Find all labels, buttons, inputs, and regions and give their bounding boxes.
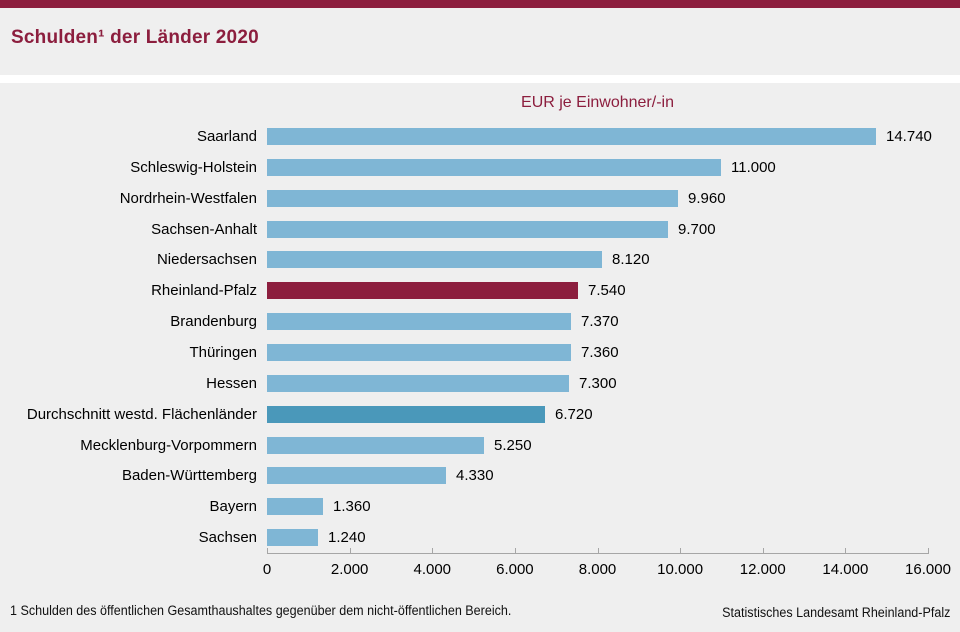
value-label: 1.360 xyxy=(333,498,371,516)
bar-row: Rheinland-Pfalz 7.540 xyxy=(0,275,960,306)
bar xyxy=(267,251,602,269)
bar-row: Saarland 14.740 xyxy=(0,121,960,152)
category-label: Nordrhein-Westfalen xyxy=(119,189,257,207)
bar xyxy=(267,498,323,516)
x-axis: 0 2.000 4.000 6.000 8.000 10.000 12.000 14.000 1… xyxy=(263,548,951,578)
bar-chart-rows: Saarland 14.740 Schleswig-Holstein 11.000 No… xyxy=(0,121,960,553)
x-axis-tick-label: 14.000 xyxy=(822,561,869,578)
category-label: Hessen xyxy=(206,374,257,392)
x-axis-tick xyxy=(267,548,268,554)
bar-row: Nordrhein-Westfalen 9.960 xyxy=(0,183,960,214)
category-label: Schleswig-Holstein xyxy=(130,158,257,176)
bar-row: Mecklenburg-Vorpommern 5.250 xyxy=(0,430,960,461)
value-label: 5.250 xyxy=(494,436,532,454)
x-axis-tick-label: 16.000 xyxy=(905,561,951,578)
x-axis-tick xyxy=(514,548,516,554)
x-axis-tick-label: 10.000 xyxy=(657,561,704,578)
bar-row: Sachsen 1.240 xyxy=(0,522,960,553)
value-label: 7.370 xyxy=(581,313,619,331)
value-label: 7.540 xyxy=(588,282,626,300)
value-label: 9.700 xyxy=(678,220,716,238)
value-label: 1.240 xyxy=(328,529,366,547)
x-axis-tick xyxy=(928,548,929,554)
value-label: 7.300 xyxy=(579,374,617,392)
accent-top-bar xyxy=(0,0,960,8)
value-label: 6.720 xyxy=(555,405,593,423)
category-label: Saarland xyxy=(196,127,257,145)
header-divider xyxy=(0,75,960,83)
category-label: Rheinland-Pfalz xyxy=(151,282,257,300)
value-label: 9.960 xyxy=(688,189,726,207)
bar xyxy=(267,374,569,392)
category-label: Durchschnitt westd. Flächenländer xyxy=(26,405,257,423)
x-axis-tick-label: 8.000 xyxy=(578,561,617,578)
category-label: Brandenburg xyxy=(170,313,257,331)
category-label: Sachsen-Anhalt xyxy=(151,220,257,238)
footnote: 1 Schulden des öffentlichen Gesamthausha… xyxy=(10,603,512,618)
bar xyxy=(267,189,678,207)
value-label: 14.740 xyxy=(886,127,932,145)
category-label: Niedersachsen xyxy=(156,251,257,269)
x-axis-tick xyxy=(845,548,847,554)
category-label: Baden-Württemberg xyxy=(121,467,257,485)
x-axis-tick-label: 0 xyxy=(262,561,272,578)
x-axis-tick-label: 12.000 xyxy=(739,561,786,578)
bar xyxy=(267,467,446,485)
bar-row: Baden-Württemberg 4.330 xyxy=(0,460,960,491)
x-axis-tick xyxy=(349,548,351,554)
x-axis-tick xyxy=(762,548,764,554)
bar xyxy=(267,282,578,300)
bar xyxy=(267,343,571,361)
x-axis-tick xyxy=(432,548,434,554)
category-label: Thüringen xyxy=(189,343,257,361)
bar-row: Brandenburg 7.370 xyxy=(0,306,960,337)
bar xyxy=(267,220,668,238)
x-axis-tick xyxy=(680,548,682,554)
category-label: Bayern xyxy=(209,498,257,516)
bar-row: Hessen 7.300 xyxy=(0,368,960,399)
chart-unit-label: EUR je Einwohner/-in xyxy=(521,94,674,111)
bar xyxy=(267,127,876,145)
value-label: 8.120 xyxy=(612,251,650,269)
bar-row: Niedersachsen 8.120 xyxy=(0,244,960,275)
value-label: 4.330 xyxy=(456,467,494,485)
bar-row: Durchschnitt westd. Flächenländer 6.720 xyxy=(0,399,960,430)
x-axis-tick xyxy=(597,548,599,554)
source-label: Statistisches Landesamt Rheinland-Pfalz xyxy=(721,605,950,620)
category-label: Mecklenburg-Vorpommern xyxy=(80,436,257,454)
bar xyxy=(267,158,721,176)
value-label: 7.360 xyxy=(581,343,619,361)
bar-row: Schleswig-Holstein 11.000 xyxy=(0,152,960,183)
bar xyxy=(267,313,571,331)
category-label: Sachsen xyxy=(198,529,257,547)
bar-row: Sachsen-Anhalt 9.700 xyxy=(0,214,960,245)
x-axis-tick-label: 4.000 xyxy=(413,561,452,578)
x-axis-tick-label: 2.000 xyxy=(330,561,369,578)
page-title: Schulden¹ der Länder 2020 xyxy=(11,27,259,48)
x-axis-tick-label: 6.000 xyxy=(496,561,534,578)
bar xyxy=(267,436,484,454)
value-label: 11.000 xyxy=(731,158,776,176)
bar xyxy=(267,529,318,547)
bar xyxy=(267,405,545,423)
bar-row: Thüringen 7.360 xyxy=(0,337,960,368)
bar-row: Bayern 1.360 xyxy=(0,491,960,522)
